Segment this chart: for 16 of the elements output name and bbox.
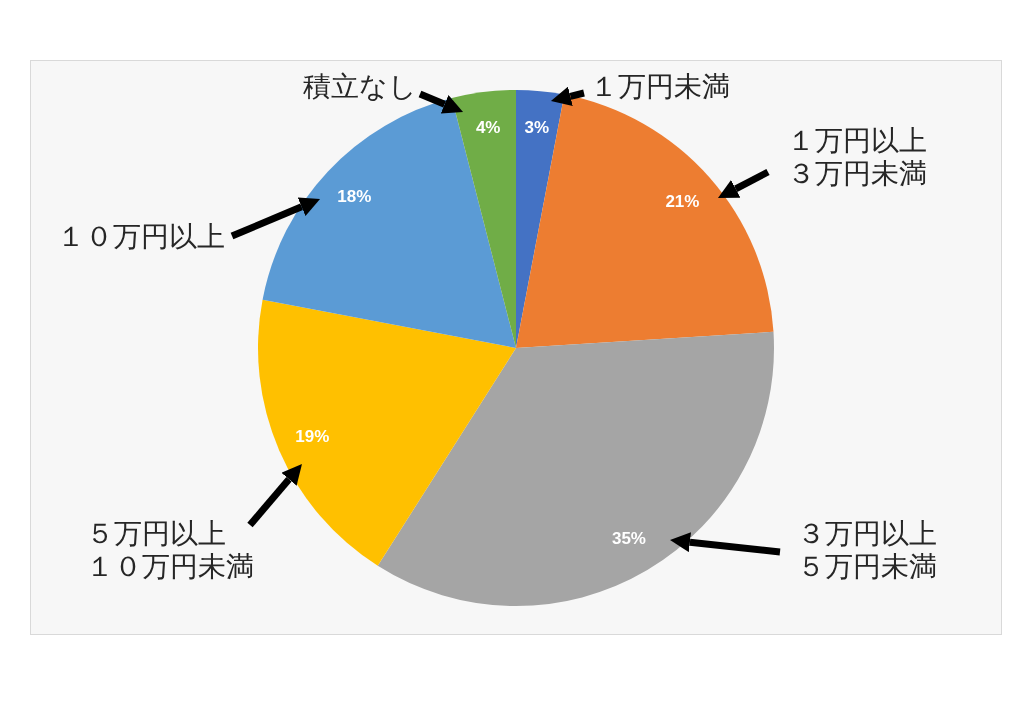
slice-label: ５万円以上１０万円未満 xyxy=(86,516,254,583)
slice-label: 積立なし xyxy=(303,69,417,103)
pie-slice xyxy=(258,299,516,566)
data-label: 19% xyxy=(295,426,330,446)
pie-slice xyxy=(377,331,774,606)
pie-slice xyxy=(516,90,565,348)
data-label: 3% xyxy=(524,117,550,137)
pie-slice xyxy=(451,90,516,348)
slice-label: １０万円以上 xyxy=(57,219,225,253)
data-label: 4% xyxy=(475,118,501,138)
slice-label: １万円以上３万円未満 xyxy=(787,123,927,190)
slice-label: ３万円以上５万円未満 xyxy=(797,516,937,583)
data-label: 21% xyxy=(665,191,700,211)
data-label: 35% xyxy=(611,529,646,549)
data-label: 18% xyxy=(337,186,372,206)
slice-label: １万円未満 xyxy=(590,69,730,103)
